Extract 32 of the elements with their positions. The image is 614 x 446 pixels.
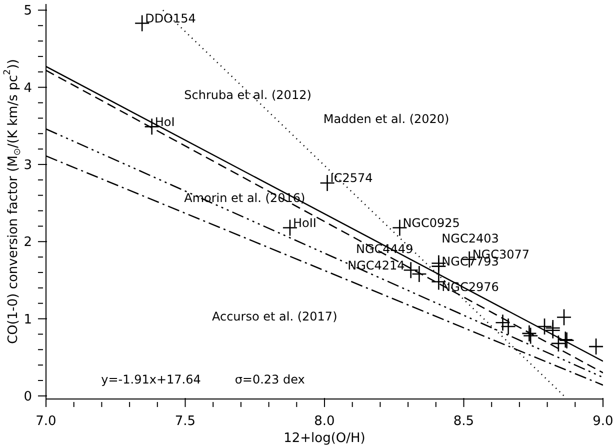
x-tick-label: 7.5 <box>174 414 196 429</box>
point <box>550 334 566 352</box>
point <box>403 262 418 279</box>
y-tick-label: 1 <box>24 312 32 328</box>
point <box>556 308 572 326</box>
annotation: HoI <box>154 114 175 129</box>
point <box>500 318 516 336</box>
x-axis-title: 12+log(O/H) <box>284 431 366 446</box>
y-tick-label: 3 <box>24 158 32 174</box>
annotation: σ=0.23 dex <box>234 372 305 386</box>
point <box>536 318 552 336</box>
annotation: y=-1.91x+17.64 <box>101 372 201 386</box>
annotation: NGC0925 <box>402 216 460 230</box>
annotation: Schruba et al. (2012) <box>184 88 312 102</box>
y-tick-label: 5 <box>24 4 32 19</box>
x-tick-label: 8.0 <box>314 414 335 429</box>
point <box>495 314 510 332</box>
annotation: DDO154 <box>145 11 196 26</box>
x-tick-label: 9.0 <box>592 414 614 429</box>
y-tick-label: 4 <box>24 80 32 96</box>
annotation: Madden et al. (2020) <box>323 112 450 126</box>
point <box>412 265 427 283</box>
x-tick-label: 7.0 <box>36 414 56 429</box>
annotation: NGC2403 <box>442 231 499 246</box>
annotation: IC2574 <box>330 171 373 186</box>
annotation: NGC4214 <box>348 258 405 272</box>
y-tick-label: 2 <box>24 235 32 250</box>
annotation: HoII <box>292 216 316 230</box>
x-tick-label: 8.5 <box>453 414 474 429</box>
annotation: Accurso et al. (2017) <box>212 309 338 324</box>
point <box>588 338 603 356</box>
y-tick-label: 0 <box>24 389 32 404</box>
